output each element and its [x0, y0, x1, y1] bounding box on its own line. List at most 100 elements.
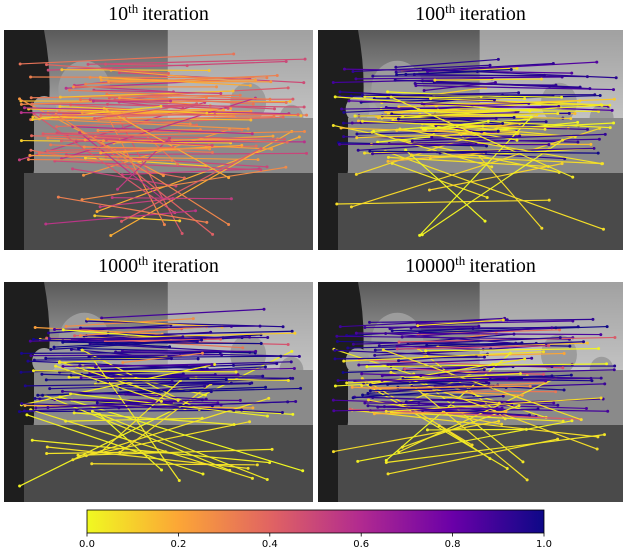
keypoint	[18, 484, 22, 488]
keypoint	[45, 63, 49, 67]
keypoint	[418, 233, 422, 237]
keypoint	[262, 307, 266, 311]
keypoint	[71, 167, 75, 171]
match-line	[89, 367, 295, 374]
keypoint	[335, 202, 339, 206]
keypoint	[336, 378, 340, 382]
keypoint	[367, 398, 371, 402]
keypoint	[351, 69, 355, 73]
match-line	[61, 69, 210, 72]
keypoint	[416, 324, 420, 328]
match-line	[20, 53, 234, 65]
keypoint	[169, 401, 173, 405]
keypoint	[55, 125, 59, 129]
match-line	[100, 76, 251, 87]
keypoint	[33, 397, 37, 401]
keypoint	[357, 363, 361, 367]
match-line	[391, 411, 564, 422]
keypoint	[390, 161, 394, 165]
keypoint	[45, 149, 49, 153]
match-line	[352, 409, 598, 438]
keypoint	[366, 391, 370, 395]
keypoint	[331, 123, 335, 127]
keypoint	[397, 359, 401, 363]
keypoint	[562, 388, 566, 392]
match-line	[21, 351, 221, 354]
keypoint	[589, 142, 593, 146]
keypoint	[341, 371, 345, 375]
keypoint	[425, 343, 429, 347]
keypoint	[547, 344, 551, 348]
keypoint	[593, 93, 597, 97]
keypoint	[166, 71, 170, 75]
title-number: 1000	[98, 255, 138, 277]
keypoint	[269, 80, 273, 84]
keypoint	[523, 357, 527, 361]
keypoint	[403, 367, 407, 371]
keypoint	[600, 103, 604, 107]
keypoint	[376, 116, 380, 120]
match-line	[117, 137, 170, 190]
keypoint	[45, 451, 49, 455]
keypoint	[376, 140, 380, 144]
keypoint	[547, 198, 551, 202]
keypoint	[550, 326, 554, 330]
keypoint	[18, 62, 22, 66]
keypoint	[354, 172, 358, 176]
match-line	[112, 197, 232, 200]
colorbar-tick-label: 0.8	[445, 539, 461, 550]
keypoint	[299, 114, 303, 118]
keypoint	[396, 117, 400, 121]
match-line	[85, 139, 272, 150]
match-line	[337, 340, 570, 347]
keypoint	[425, 428, 429, 432]
match-line	[65, 417, 203, 422]
keypoint	[291, 376, 295, 380]
keypoint	[44, 356, 48, 360]
keypoint	[249, 109, 253, 113]
match-line	[352, 64, 491, 73]
match-line	[430, 98, 601, 106]
title-text: iteration	[152, 255, 219, 277]
keypoint	[19, 370, 23, 374]
keypoint	[228, 468, 232, 472]
keypoint	[591, 317, 595, 321]
panel-title: 10th iteration	[108, 1, 209, 25]
keypoint	[284, 101, 288, 105]
keypoint	[409, 153, 413, 157]
keypoint	[421, 127, 425, 131]
keypoint	[209, 330, 213, 334]
keypoint	[340, 107, 344, 111]
keypoint	[338, 325, 342, 329]
keypoint	[93, 116, 97, 120]
keypoint	[121, 361, 125, 365]
keypoint	[195, 123, 199, 127]
match-line	[372, 385, 531, 389]
keypoint	[333, 95, 337, 99]
match-line	[84, 146, 210, 150]
keypoint	[556, 437, 560, 441]
keypoint	[558, 328, 562, 332]
keypoint	[404, 148, 408, 152]
keypoint	[335, 339, 339, 343]
keypoint	[80, 198, 84, 202]
keypoint	[196, 357, 200, 361]
keypoint	[355, 136, 359, 140]
keypoint	[542, 350, 546, 354]
keypoint	[236, 373, 240, 377]
keypoint	[210, 363, 214, 367]
keypoint	[597, 109, 601, 113]
keypoint	[88, 75, 92, 79]
match-line	[58, 196, 207, 223]
keypoint	[303, 57, 307, 61]
keypoint	[78, 131, 82, 135]
match-line	[86, 421, 250, 457]
match-line	[411, 381, 487, 388]
match-line	[403, 378, 592, 382]
match-line	[392, 326, 579, 332]
keypoint	[159, 104, 163, 108]
match-line	[435, 122, 520, 132]
keypoint	[597, 137, 601, 141]
keypoint	[349, 205, 353, 209]
keypoint	[160, 468, 164, 472]
